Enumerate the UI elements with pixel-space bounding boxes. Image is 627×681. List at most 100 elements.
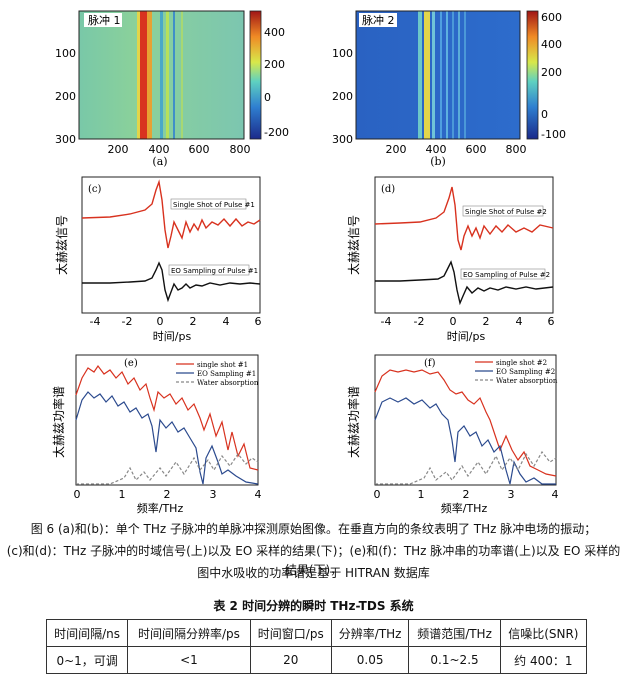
table-header-cell: 信噪比(SNR) bbox=[499, 619, 588, 647]
xtick: 0 bbox=[374, 488, 381, 501]
caption-line-2: (c)和(d)：THz 子脉冲的时域信号(上)以及 EO 采样的结果(下)；(e… bbox=[6, 544, 621, 577]
ylabel-d: 太赫兹信号 bbox=[346, 215, 361, 275]
table-header-cell: 时间窗口/ps bbox=[249, 619, 332, 647]
legend-d-top: Single Shot of Pulse #2 bbox=[465, 208, 547, 216]
xtick: 4 bbox=[516, 315, 523, 328]
cbar-tick: 400 bbox=[541, 38, 562, 51]
trace-eo-sampling-1 bbox=[82, 261, 261, 303]
heatmap-a-tag: 脉冲 1 bbox=[88, 13, 121, 27]
table-header-cell: 频谱范围/THz bbox=[408, 619, 501, 647]
xtick: 3 bbox=[508, 488, 515, 501]
legend-f-1: single shot #2 bbox=[496, 359, 547, 367]
plot-d: Single Shot of Pulse #2 EO Sampling of P… bbox=[374, 176, 554, 314]
xtick: 200 bbox=[108, 143, 129, 156]
xlabel-f: 频率/THz bbox=[441, 501, 488, 515]
panel-b-label: (b) bbox=[430, 155, 446, 168]
xtick: 4 bbox=[552, 488, 559, 501]
heatmap-a: 脉冲 1 (a) bbox=[78, 10, 262, 168]
colorbar-a bbox=[249, 10, 262, 140]
legend-c-bottom: EO Sampling of Pulse #1 bbox=[171, 267, 258, 275]
legend-c-top: Single Shot of Pulse #1 bbox=[173, 201, 255, 209]
xtick: 400 bbox=[149, 143, 170, 156]
heatmap-b: 脉冲 2 (b) bbox=[355, 10, 539, 168]
xtick: 0 bbox=[157, 315, 164, 328]
xtick: -2 bbox=[122, 315, 133, 328]
xtick: 2 bbox=[483, 315, 490, 328]
spectrum-single-shot-1 bbox=[75, 364, 259, 471]
xtick: 400 bbox=[426, 143, 447, 156]
cbar-tick: -100 bbox=[541, 128, 566, 141]
xtick: 3 bbox=[210, 488, 217, 501]
xtick: 2 bbox=[190, 315, 197, 328]
table-cell: 约 400：1 bbox=[499, 646, 588, 674]
spectrum-single-shot-2 bbox=[374, 369, 557, 477]
xlabel-e: 频率/THz bbox=[137, 501, 184, 515]
xtick: 6 bbox=[255, 315, 262, 328]
cbar-tick: 400 bbox=[264, 26, 285, 39]
water-absorption-2 bbox=[375, 450, 557, 485]
table-header-row: 时间间隔/ns 时间间隔分辨率/ps 时间窗口/ps 分辨率/THz 频谱范围/… bbox=[45, 619, 588, 647]
xlabel-c: 时间/ps bbox=[153, 330, 192, 343]
cbar-tick: 200 bbox=[541, 66, 562, 79]
table-cell: 0.1~2.5 bbox=[408, 646, 501, 674]
ytick: 300 bbox=[332, 133, 353, 146]
trace-single-shot-1 bbox=[81, 179, 261, 249]
table-title: 表 2 时间分辨的瞬时 THz-TDS 系统 bbox=[213, 599, 414, 613]
table-header-cell: 分辨率/THz bbox=[330, 619, 410, 647]
legend-e-1: single shot #1 bbox=[197, 361, 248, 369]
legend-d-bottom: EO Sampling of Pulse #2 bbox=[463, 271, 550, 279]
table-header-cell: 时间间隔/ns bbox=[45, 619, 129, 647]
plot-c: Single Shot of Pulse #1 EO Sampling of P… bbox=[81, 176, 261, 314]
legend-f-3: Water absorption bbox=[496, 377, 558, 385]
legend-e-3: Water absorption bbox=[197, 379, 259, 387]
table-cell: 0~1，可调 bbox=[45, 646, 129, 674]
xtick: -4 bbox=[90, 315, 101, 328]
xtick: 800 bbox=[506, 143, 527, 156]
table-cell: <1 bbox=[127, 646, 251, 674]
xtick: 1 bbox=[119, 488, 126, 501]
xtick: 4 bbox=[255, 488, 262, 501]
xtick: 200 bbox=[386, 143, 407, 156]
table-header-cell: 时间间隔分辨率/ps bbox=[127, 619, 251, 647]
xtick: 4 bbox=[223, 315, 230, 328]
ylabel-e: 太赫兹功率谱 bbox=[51, 386, 66, 458]
ytick: 100 bbox=[55, 47, 76, 60]
ytick: 200 bbox=[55, 90, 76, 103]
ytick: 100 bbox=[332, 47, 353, 60]
cbar-tick: 0 bbox=[264, 91, 271, 104]
xtick: 6 bbox=[548, 315, 555, 328]
xtick: 2 bbox=[164, 488, 171, 501]
caption-line-3: 图中水吸收的功率谱是基于 HITRAN 数据库 bbox=[197, 566, 430, 580]
xtick: 600 bbox=[189, 143, 210, 156]
table-cell: 20 bbox=[249, 646, 332, 674]
ylabel-f: 太赫兹功率谱 bbox=[346, 386, 361, 458]
xtick: 0 bbox=[74, 488, 81, 501]
trace-eo-sampling-2 bbox=[375, 260, 554, 306]
panel-c-label: (c) bbox=[88, 184, 102, 195]
xtick: 2 bbox=[463, 488, 470, 501]
ylabel-c: 太赫兹信号 bbox=[54, 215, 69, 275]
table-row: 0~1，可调 <1 20 0.05 0.1~2.5 约 400：1 bbox=[45, 646, 588, 674]
table-cell: 0.05 bbox=[330, 646, 410, 674]
panel-a-label: (a) bbox=[152, 155, 167, 168]
ytick: 300 bbox=[55, 133, 76, 146]
cbar-tick: 0 bbox=[541, 108, 548, 121]
panel-e-label: (e) bbox=[124, 358, 138, 369]
cbar-tick: 600 bbox=[541, 11, 562, 24]
plot-f: single shot #2 EO Sampling #2 Water abso… bbox=[374, 354, 558, 486]
water-absorption-1 bbox=[76, 452, 259, 485]
xtick: -4 bbox=[381, 315, 392, 328]
panel-d-label: (d) bbox=[381, 184, 395, 195]
legend-e-2: EO Sampling #1 bbox=[197, 370, 256, 378]
plot-e: single shot #1 EO Sampling #1 Water abso… bbox=[75, 354, 259, 486]
spectrum-eo-sampling-1 bbox=[75, 391, 259, 485]
legend-f-2: EO Sampling #2 bbox=[496, 368, 555, 376]
cbar-tick: -200 bbox=[264, 126, 289, 139]
xtick: 600 bbox=[466, 143, 487, 156]
xtick: 0 bbox=[450, 315, 457, 328]
colorbar-b bbox=[526, 10, 539, 140]
panel-f-label: (f) bbox=[424, 358, 436, 369]
caption-line-1: 图 6 (a)和(b)：单个 THz 子脉冲的单脉冲探测原始图像。在垂直方向的条… bbox=[30, 522, 597, 536]
trace-single-shot-2 bbox=[374, 186, 554, 251]
